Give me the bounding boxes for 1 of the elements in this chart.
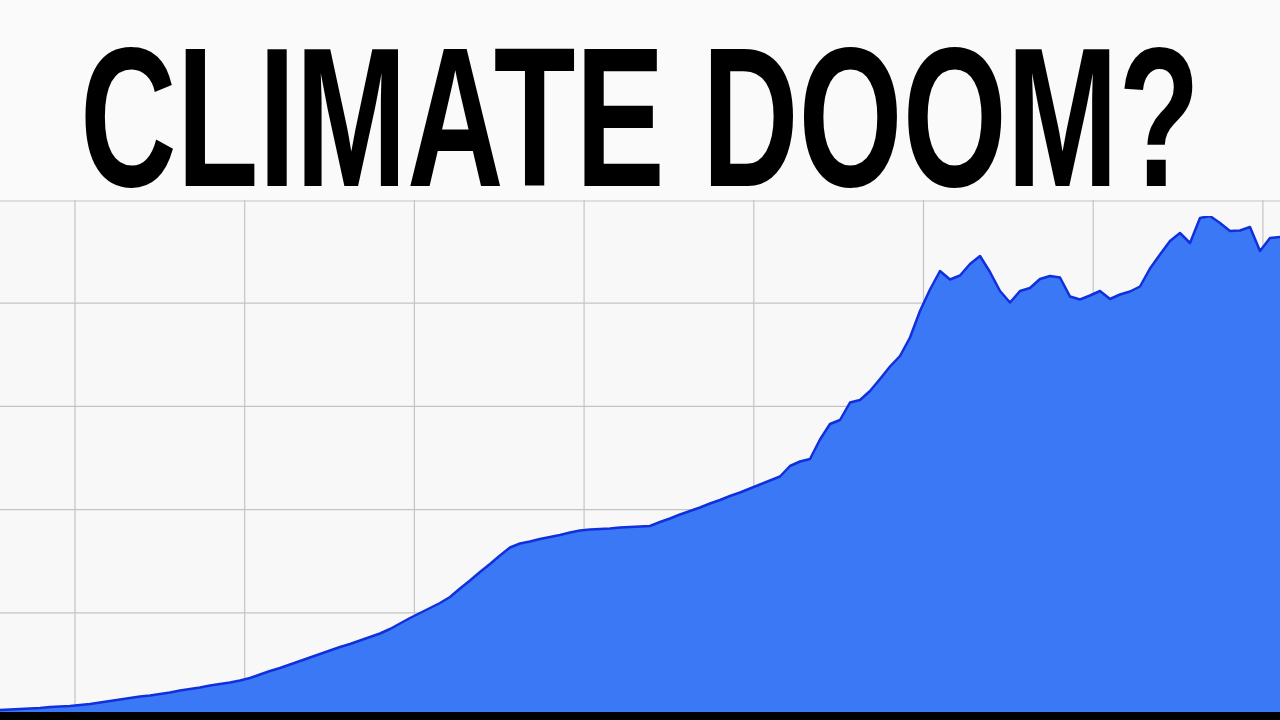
chart-title: CLIMATE DOOM?: [79, 5, 1201, 229]
